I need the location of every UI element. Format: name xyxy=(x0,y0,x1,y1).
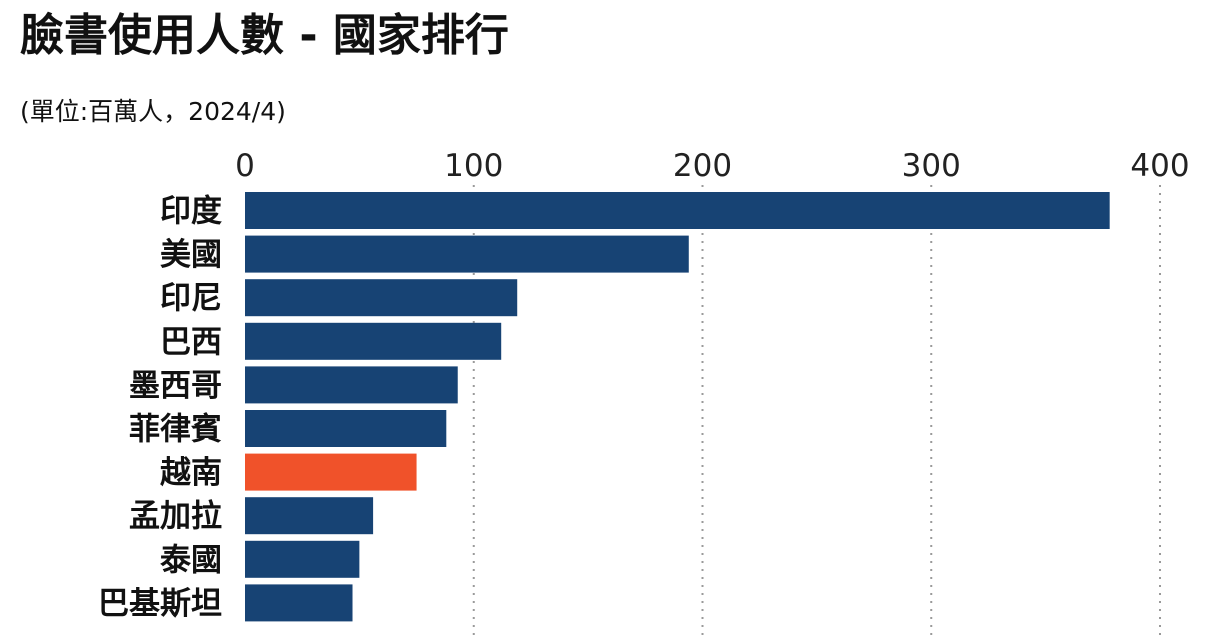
category-label-10: 巴基斯坦 xyxy=(98,586,222,622)
bar-3 xyxy=(245,279,518,317)
bar-8 xyxy=(245,497,374,535)
bar-7 xyxy=(245,453,417,491)
x-tick-label-0: 0 xyxy=(235,148,255,184)
x-tick-label-400: 400 xyxy=(1130,148,1189,184)
bar-1 xyxy=(245,192,1110,229)
category-label-2: 美國 xyxy=(160,237,222,273)
category-label-9: 泰國 xyxy=(160,542,222,578)
bar-9 xyxy=(245,540,360,578)
chart-subtitle: (單位:百萬人，2024/4) xyxy=(20,97,286,126)
bar-10 xyxy=(245,584,353,622)
category-label-4: 巴西 xyxy=(160,324,222,360)
bar-6 xyxy=(245,410,447,447)
category-label-7: 越南 xyxy=(160,455,222,491)
category-label-5: 墨西哥 xyxy=(129,368,222,404)
category-label-3: 印尼 xyxy=(160,281,222,317)
x-tick-label-100: 100 xyxy=(444,148,503,184)
bar-2 xyxy=(245,235,689,273)
gridlines xyxy=(472,185,1161,637)
bar-4 xyxy=(245,322,502,360)
bar-5 xyxy=(245,366,458,404)
x-axis-ticks: 0 100 200 300 400 xyxy=(235,148,1189,184)
chart-title: 臉書使用人數 - 國家排行 xyxy=(20,10,509,61)
bars xyxy=(245,192,1110,622)
x-tick-label-300: 300 xyxy=(902,148,961,184)
category-label-8: 孟加拉 xyxy=(129,499,222,535)
category-label-6: 菲律賓 xyxy=(129,412,222,448)
category-label-1: 印度 xyxy=(160,194,222,230)
x-tick-label-200: 200 xyxy=(673,148,732,184)
